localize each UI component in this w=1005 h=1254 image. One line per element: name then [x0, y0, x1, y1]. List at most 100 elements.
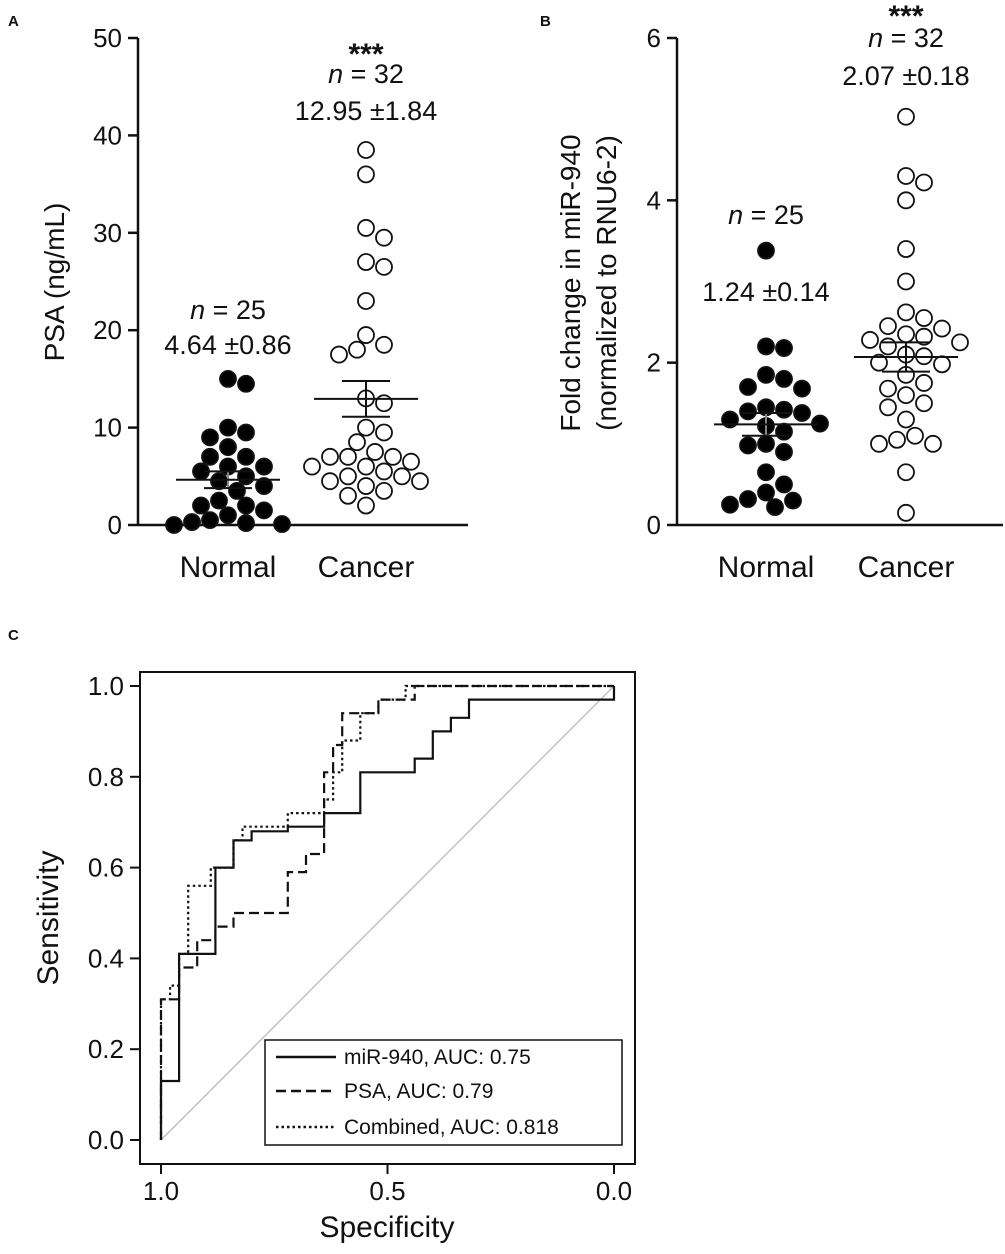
panel-a-data-point-cancer [357, 141, 375, 159]
panel-a-data-point-cancer [303, 457, 321, 476]
panel-b-data-point-cancer [879, 398, 897, 417]
panel-b-data-point-cancer [897, 386, 915, 405]
panel-a-data-point-normal [255, 501, 273, 520]
panel-a-data-point-cancer [357, 457, 375, 476]
panel-a-data-point-normal [228, 482, 246, 500]
panel-a-normal-n-value: = 25 [205, 295, 266, 325]
panel-a-y-tick-label: 0 [108, 510, 122, 540]
panel-a-data-point-cancer [366, 443, 384, 461]
roc-curve-psa [159, 684, 614, 1140]
panel-c-legend: miR-940, AUC: 0.75 PSA, AUC: 0.79 Combin… [264, 1039, 623, 1146]
panel-a-data-point-normal [210, 472, 228, 491]
panel-b-data-point-normal [775, 475, 793, 494]
panel-c-y-tick-label: 0.2 [88, 1034, 124, 1064]
panel-b-y-axis-label-2: (normalized to RNU6-2) [591, 135, 622, 431]
legend-label-psa: PSA, AUC: 0.79 [344, 1080, 493, 1103]
panel-a-data-point-cancer [357, 477, 375, 495]
panel-b-data-point-cancer [915, 394, 933, 413]
panel-a-data-point-cancer [384, 447, 402, 466]
panel-b-data-point-cancer [870, 353, 888, 372]
panel-b-cancer-n-value: = 32 [883, 23, 944, 53]
panel-a-data-point-cancer [330, 345, 348, 364]
panel-a-y-tick-label: 20 [93, 315, 122, 345]
panel-c-roc-chart: 0.00.20.40.60.81.01.0 0.5 0.0 Sensitivity … [32, 671, 636, 1244]
panel-a-y-tick-label: 50 [93, 23, 122, 53]
panel-c-reference-diagonal [160, 685, 615, 1141]
legend-label-mir940: miR-940, AUC: 0.75 [344, 1046, 531, 1069]
panel-a-data-point-cancer [357, 418, 375, 437]
panel-b-normal-n: n = 25 [728, 200, 804, 230]
panel-a-data-point-cancer [339, 467, 357, 486]
panel-label-c: C [8, 627, 19, 644]
panel-b-data-point-cancer [915, 327, 933, 346]
panel-a-data-point-cancer [357, 326, 375, 344]
panel-a-data-point-normal [273, 515, 291, 533]
panel-a-data-point-cancer [375, 335, 393, 354]
panel-a-chart: PSA (ng/mL) 0 10 20 30 40 50 Normal Cancer n … [39, 23, 468, 584]
panel-a-data-point-cancer [339, 447, 357, 466]
panel-b-data-point-cancer [888, 430, 906, 449]
panel-a-normal-n-symbol: n [190, 295, 205, 325]
panel-a-data-point-cancer [339, 486, 357, 505]
panel-b-normal-mean-sem: 1.24 ±0.14 [702, 277, 829, 307]
panel-b-data-point-normal [793, 404, 811, 422]
panel-b-data-point-normal [757, 365, 775, 384]
panel-b-data-point-normal [757, 337, 775, 356]
panel-b-cancer-mean-sem: 2.07 ±0.18 [842, 61, 969, 91]
panel-c-y-tick-label: 0.4 [88, 943, 124, 973]
panel-b-cancer-n-symbol: n [868, 23, 883, 53]
panel-label-a: A [8, 13, 19, 30]
panel-b-data-point-normal [739, 436, 757, 455]
panel-b-data-point-cancer [951, 333, 969, 352]
panel-b-data-point-cancer [879, 317, 897, 336]
panel-a-data-point-cancer [357, 496, 375, 515]
panel-a-data-point-cancer [375, 423, 393, 442]
panel-b-data-point-normal [757, 434, 775, 453]
panel-b-data-point-normal [775, 422, 793, 441]
panel-b-data-point-cancer [897, 325, 915, 344]
panel-a-normal-mean-sem: 4.64 ±0.86 [164, 330, 291, 360]
panel-a-data-point-normal [219, 418, 237, 437]
panel-b-significance-stars: *** [888, 0, 923, 33]
panel-a-data-point-cancer [321, 472, 339, 491]
panel-b-data-point-cancer [915, 173, 933, 192]
panel-a-data-point-normal [210, 491, 228, 510]
panel-b-y-axis-label: Fold change in miR-940 [555, 134, 586, 431]
panel-b-data-point-normal [757, 241, 775, 260]
panel-c-y-tick-label: 0.8 [88, 762, 124, 792]
panel-a-cancer-n: n = 32 [328, 59, 404, 89]
panel-b-data-point-cancer [933, 319, 951, 338]
panel-b-data-point-normal [757, 463, 775, 482]
panel-a-data-point-cancer [348, 433, 366, 452]
panel-b-data-point-normal [775, 400, 793, 419]
panel-a-data-point-normal [255, 457, 273, 476]
panel-a-data-point-normal [219, 506, 237, 525]
panel-b-data-point-cancer [897, 303, 915, 322]
panel-a-data-point-cancer [411, 472, 429, 491]
panel-a-data-point-cancer [375, 482, 393, 500]
panel-b-normal-n-symbol: n [728, 200, 743, 230]
panel-a-data-point-normal [219, 369, 237, 388]
panel-a-category-cancer: Cancer [318, 551, 415, 584]
panel-b-data-point-normal [721, 495, 739, 514]
panel-b-data-point-cancer [897, 167, 915, 185]
roc-curve-combined [159, 684, 614, 1140]
panel-b-data-point-cancer [897, 240, 915, 258]
panel-b-data-point-normal [775, 339, 793, 357]
panel-b-data-point-normal [739, 378, 757, 396]
panel-b-data-point-cancer [897, 107, 915, 126]
panel-b-data-point-cancer [861, 331, 879, 349]
panel-a-data-point-cancer [357, 253, 375, 271]
panel-b-data-point-cancer [879, 337, 897, 356]
panel-a-cancer-n-value: = 32 [343, 59, 404, 89]
panel-a-data-point-cancer [357, 219, 375, 237]
panel-b-chart: Fold change in miR-940 (normalized to RN… [555, 0, 1003, 584]
panel-b-data-point-normal [793, 379, 811, 398]
panel-a-data-point-cancer [375, 257, 393, 276]
panel-b-data-point-normal [775, 443, 793, 461]
panel-a-data-point-normal [201, 511, 219, 530]
panel-a-cancer-mean-sem: 12.95 ±1.84 [295, 96, 437, 126]
panel-a-data-point-normal [237, 423, 255, 442]
panel-label-b: B [540, 13, 551, 30]
panel-a-cancer-n-symbol: n [328, 59, 343, 89]
